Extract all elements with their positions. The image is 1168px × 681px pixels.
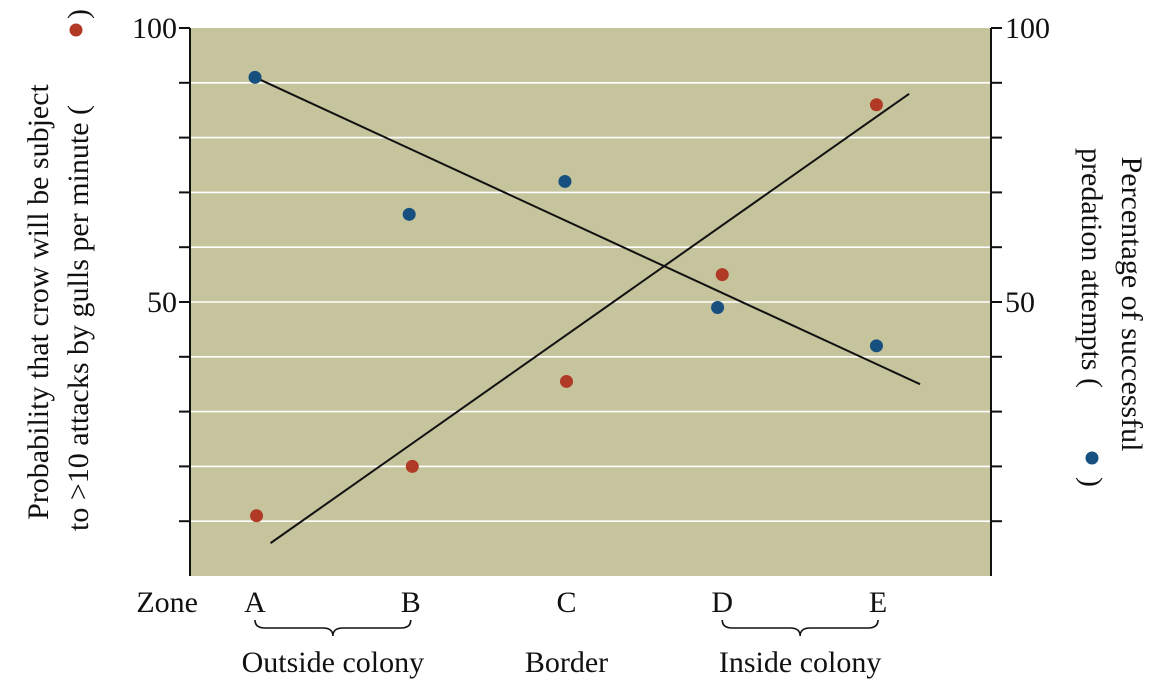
right-axis-title-close: ) bbox=[1075, 477, 1108, 487]
blue-point bbox=[402, 207, 416, 221]
zone-tick-label: C bbox=[556, 586, 576, 619]
blue-point bbox=[248, 70, 262, 84]
blue-point bbox=[711, 300, 725, 314]
right-axis-title-line1: Percentage of successful bbox=[1115, 157, 1148, 452]
data-points bbox=[248, 70, 883, 523]
zone-tick-label: A bbox=[244, 586, 266, 619]
group-brace bbox=[254, 619, 412, 637]
left-axis-title-line2: to >10 attacks by gulls per minute ( bbox=[62, 105, 95, 531]
blue-trend-line bbox=[254, 76, 921, 386]
left-axis-title-close: ) bbox=[62, 9, 95, 19]
group-label: Inside colony bbox=[719, 646, 881, 679]
blue-marker-legend bbox=[1085, 451, 1099, 465]
right-tick-label: 50 bbox=[1005, 286, 1035, 319]
zone-axis-label: Zone bbox=[136, 586, 198, 619]
zone-tick-label: B bbox=[401, 586, 421, 619]
red-marker-legend bbox=[69, 23, 83, 37]
red-trend-line bbox=[269, 92, 910, 544]
labels: 50 100 50 100 Zone A B C D E Outside colony Border I… bbox=[22, 9, 1148, 679]
blue-point bbox=[869, 339, 883, 353]
left-tick-label: 50 bbox=[147, 286, 177, 319]
right-axis-title-line2: predation attempts ( bbox=[1075, 148, 1108, 388]
group-label: Outside colony bbox=[242, 646, 424, 679]
left-axis-title: Probability that crow will be subject to … bbox=[22, 9, 95, 531]
red-point bbox=[869, 98, 883, 112]
left-axis-title-line1: Probability that crow will be subject bbox=[22, 83, 55, 519]
blue-point bbox=[558, 174, 572, 188]
axes bbox=[179, 27, 1002, 576]
right-tick-label: 100 bbox=[1005, 12, 1050, 45]
red-point bbox=[250, 509, 264, 523]
red-point bbox=[405, 459, 419, 473]
trend-lines bbox=[254, 76, 921, 544]
group-brace bbox=[721, 619, 879, 637]
gridlines bbox=[190, 82, 991, 523]
zone-tick-label: D bbox=[711, 586, 733, 619]
zone-tick-label: E bbox=[869, 586, 887, 619]
red-point bbox=[715, 268, 729, 282]
group-label: Border bbox=[525, 646, 608, 679]
red-point bbox=[560, 374, 573, 388]
left-tick-label: 100 bbox=[132, 12, 177, 45]
